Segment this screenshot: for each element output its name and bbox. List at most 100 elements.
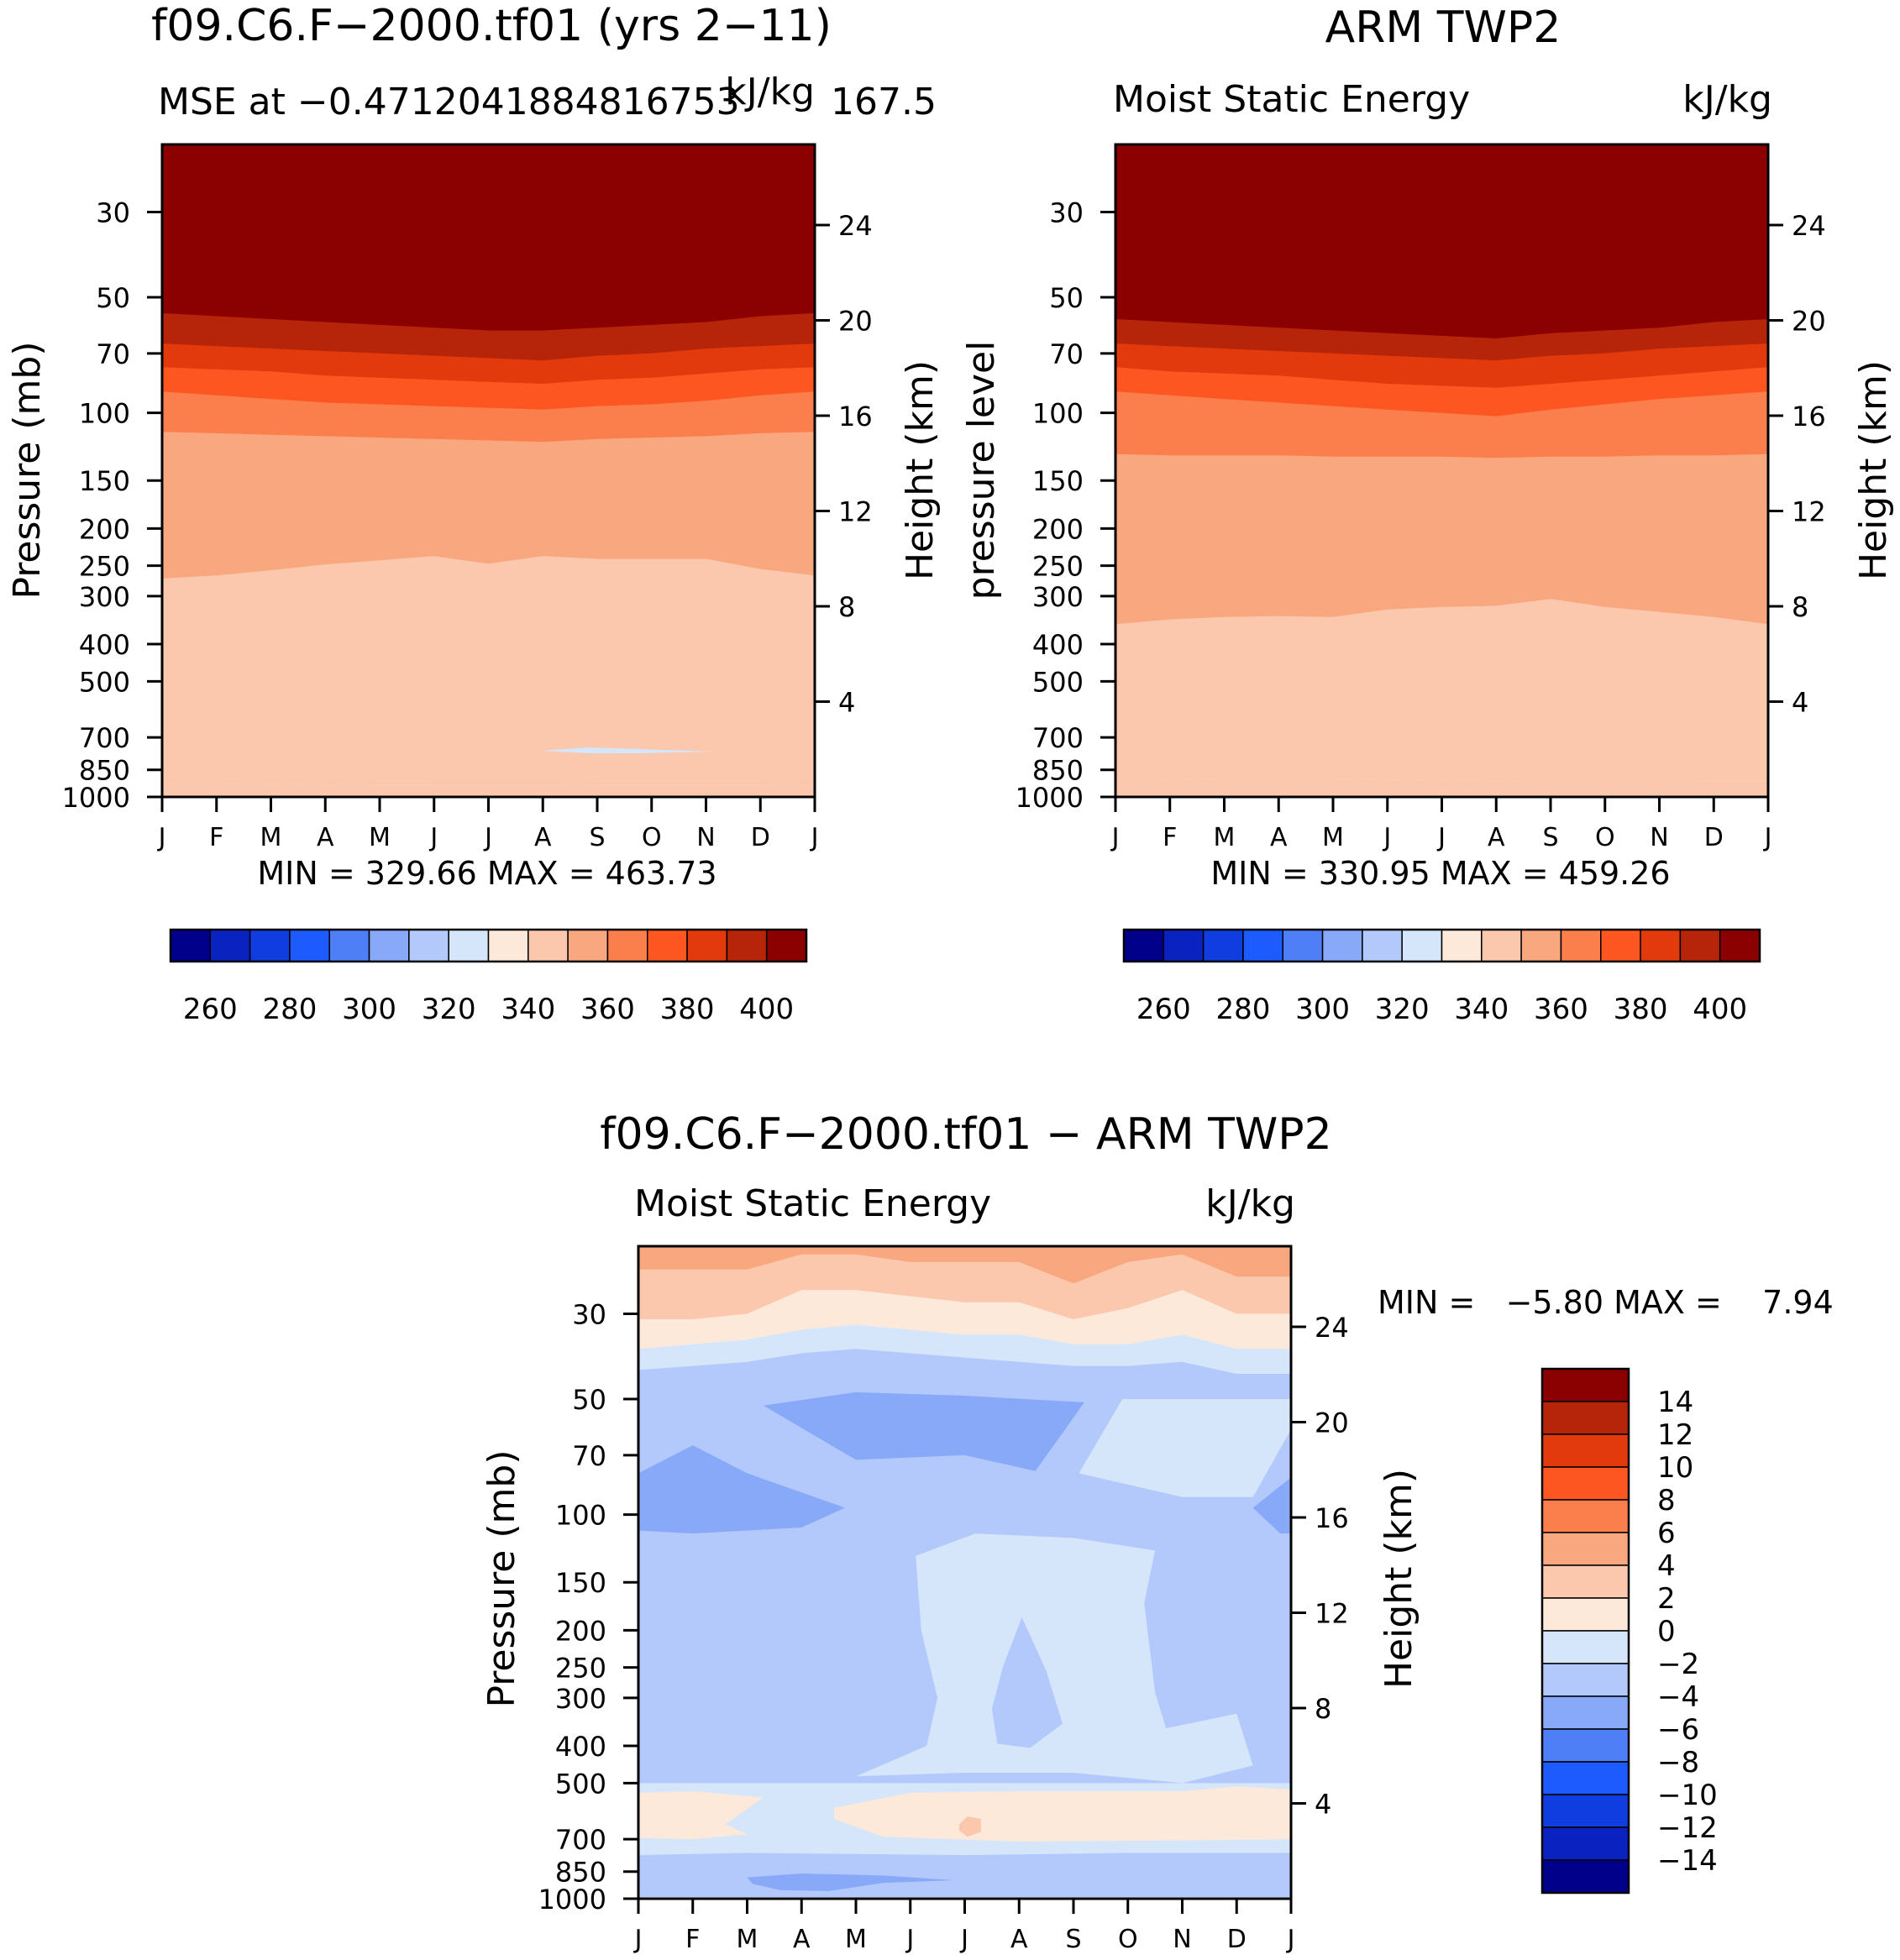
p1-band-top (162, 144, 815, 319)
cb3-label-13: −12 (1657, 1811, 1718, 1845)
cb1-label-340: 340 (501, 993, 555, 1026)
p3-region-top-1 (638, 1246, 1291, 1319)
p3-xtick-label-4: M (845, 1925, 867, 1954)
panel-diff-contour-fills (638, 1246, 1291, 1899)
p3-xtick-label-9: O (1118, 1925, 1138, 1954)
cb3-label-4: 6 (1657, 1517, 1676, 1550)
p2-ytick-label-50: 50 (1049, 282, 1084, 314)
panel-diff: f09.C6.F−2000.tf01 − ARM TWP2 Moist Stat… (480, 1109, 1834, 1954)
panel-diff-ylabel-left: Pressure (mb) (480, 1450, 523, 1708)
cb2-swatch-10 (1520, 929, 1562, 962)
p2-xtick-label-8: S (1542, 823, 1558, 852)
p3-xtick-label-2: M (737, 1925, 758, 1954)
cb1-swatch-15 (765, 929, 807, 962)
p3-htick-label-16: 16 (1315, 1502, 1349, 1534)
p3-xtick-label-11: D (1227, 1925, 1247, 1954)
p1-xtick-label-12: J (810, 823, 819, 852)
panel-obs-ylabel-right: Height (km) (1852, 360, 1895, 580)
p3-xtick-label-0: J (633, 1925, 643, 1954)
cb3-swatch-14 (1541, 1826, 1630, 1861)
p2-ytick-label-700: 700 (1032, 722, 1084, 754)
cb2-label-380: 380 (1614, 993, 1668, 1026)
p3-region-light-column (856, 1533, 1253, 1784)
cb2-label-300: 300 (1295, 993, 1350, 1026)
cb2-swatch-0 (1123, 929, 1165, 962)
p3-xtick-label-5: J (905, 1925, 914, 1954)
p3-ytick-label-500: 500 (555, 1768, 606, 1800)
p2-xtick-label-11: D (1704, 823, 1724, 852)
panel-diff-ylabel-right: Height (km) (1378, 1469, 1420, 1689)
cb3-label-3: 8 (1657, 1484, 1676, 1517)
p1-xtick-label-7: A (534, 823, 552, 852)
p3-ytick-label-30: 30 (572, 1299, 606, 1331)
p2-htick-label-4: 4 (1792, 687, 1808, 719)
panel-model-subtitle-left: MSE at −0.4712041884816753 (158, 81, 740, 123)
p2-xtick-label-5: J (1382, 823, 1391, 852)
panel-obs: ARM TWP2 Moist Static Energy kJ/kg 30 50 7… (960, 3, 1895, 1026)
cb1-frame (169, 928, 808, 963)
p1-xtick-label-8: S (589, 823, 605, 852)
p2-ytick-label-400: 400 (1032, 629, 1084, 661)
p3-region-pocket-right (1252, 1477, 1291, 1534)
cb2-label-320: 320 (1375, 993, 1430, 1026)
cb2-swatch-12 (1600, 929, 1641, 962)
panel-diff-subtitle-right: kJ/kg (1205, 1182, 1295, 1225)
p3-ytick-label-850: 850 (555, 1857, 606, 1889)
cb3-label-12: −10 (1657, 1779, 1718, 1812)
cb2-swatch-5 (1321, 929, 1363, 962)
cb3-label-14: −14 (1657, 1844, 1718, 1878)
panel-model-title: f09.C6.F−2000.tf01 (yrs 2−11) (151, 1, 832, 51)
cb3-swatch-13 (1541, 1794, 1630, 1828)
cb2-swatch-4 (1282, 929, 1324, 962)
cb3-swatch-7 (1541, 1597, 1630, 1632)
panel-diff-subtitle-left: Moist Static Energy (634, 1182, 991, 1225)
panel-diff-minmax: MIN = −5.80 MAX = 7.94 (1378, 1284, 1834, 1321)
p3-region-warm-right (834, 1786, 1291, 1842)
p3-region-pocket-upper (763, 1391, 1084, 1471)
p3-ytick-label-300: 300 (555, 1683, 606, 1715)
p2-xtick-label-6: J (1436, 823, 1446, 852)
p3-ytick-label-700: 700 (555, 1824, 606, 1856)
cb3-label-10: −6 (1657, 1713, 1699, 1747)
p1-xtick-label-0: J (157, 823, 166, 852)
cb3-label-6: 2 (1657, 1582, 1676, 1616)
p3-region-surface-mid (638, 1853, 1291, 1898)
p3-htick-label-24: 24 (1315, 1312, 1349, 1344)
p3-xtick-label-12: J (1286, 1925, 1295, 1954)
p3-ytick-label-50: 50 (572, 1384, 606, 1416)
p3-ytick-label-400: 400 (555, 1731, 606, 1763)
p1-xtick-label-6: J (483, 823, 492, 852)
p3-ytick-label-200: 200 (555, 1615, 606, 1647)
p2-htick-label-8: 8 (1792, 591, 1808, 623)
cb3-swatch-12 (1541, 1761, 1630, 1795)
cb3-swatch-4 (1541, 1499, 1630, 1533)
p3-xtick-label-6: J (959, 1925, 968, 1954)
p1-ytick-label-300: 300 (79, 581, 130, 613)
p3-region-warm-spot (959, 1816, 981, 1837)
p1-ytick-label-100: 100 (79, 398, 130, 430)
p1-ytick-label-400: 400 (79, 629, 130, 661)
panel-obs-ylabel-left: pressure level (960, 341, 1003, 600)
p1-xtick-label-1: F (209, 823, 223, 852)
panel-model-ylabel-right: Height (km) (899, 360, 942, 580)
cb3-swatch-5 (1541, 1532, 1630, 1566)
p3-region-inner-tongue (991, 1617, 1063, 1748)
p2-band-top (1115, 144, 1768, 327)
p1-xtick-label-5: J (428, 823, 438, 852)
p1-htick-label-24: 24 (838, 210, 873, 242)
panel-model-ylabel-left: Pressure (mb) (6, 342, 49, 600)
cb1-swatch-7 (448, 929, 490, 962)
p1-htick-label-12: 12 (838, 496, 873, 528)
cb3-label-9: −4 (1657, 1680, 1699, 1714)
p1-htick-label-4: 4 (838, 687, 855, 719)
panel-model-subtitle-extra: 167.5 (831, 81, 937, 123)
p2-xtick-label-0: J (1110, 823, 1120, 852)
p2-band-surface (1115, 777, 1768, 797)
p3-region-warm-left (638, 1791, 764, 1840)
cb1-label-380: 380 (660, 993, 715, 1026)
cb2-swatch-11 (1560, 929, 1602, 962)
p1-ytick-label-30: 30 (96, 197, 130, 229)
